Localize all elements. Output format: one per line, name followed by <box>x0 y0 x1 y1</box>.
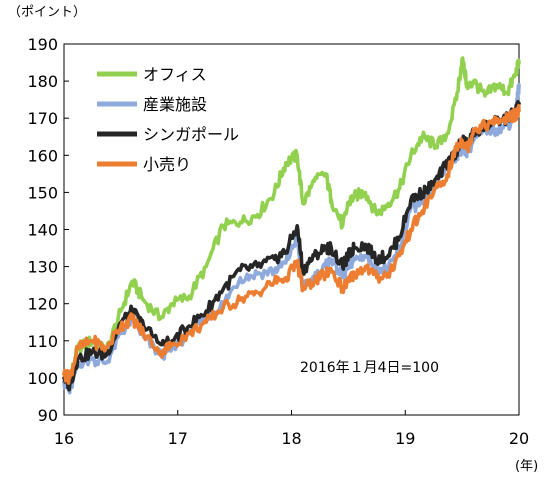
series-line-1 <box>62 56 521 384</box>
x-axis-ticks: 16 17 18 19 20 <box>54 410 529 448</box>
legend-label: 産業施設 <box>143 95 207 114</box>
x-axis-unit-label: (年) <box>515 459 538 474</box>
y-tick-label: 140 <box>27 221 58 240</box>
series-lines <box>62 56 521 395</box>
legend-label: 小売り <box>143 155 191 174</box>
y-axis-ticks: 90 100 110 120 130 140 150 160 170 180 190 <box>27 35 69 425</box>
y-tick-label: 160 <box>27 146 58 165</box>
y-tick-label: 180 <box>27 72 58 91</box>
y-tick-label: 90 <box>38 406 58 425</box>
legend-label: オフィス <box>143 65 207 84</box>
y-tick-label: 120 <box>27 295 58 314</box>
x-tick-label: 17 <box>168 429 188 448</box>
y-tick-label: 130 <box>27 258 58 277</box>
series-line-4 <box>62 104 521 385</box>
y-tick-label: 110 <box>27 332 58 351</box>
x-tick-label: 18 <box>281 429 301 448</box>
base-date-annotation: 2016年１月4日=100 <box>300 360 439 376</box>
y-axis-unit-label: （ポイント） <box>8 5 86 20</box>
series-line-3 <box>62 100 521 392</box>
y-tick-label: 190 <box>27 35 58 54</box>
y-tick-label: 170 <box>27 109 58 128</box>
x-tick-label: 16 <box>54 429 74 448</box>
x-tick-label: 20 <box>509 429 529 448</box>
x-tick-label: 19 <box>395 429 415 448</box>
y-tick-label: 100 <box>27 369 58 388</box>
y-tick-label: 150 <box>27 183 58 202</box>
legend-label: シンガポール <box>143 125 239 144</box>
